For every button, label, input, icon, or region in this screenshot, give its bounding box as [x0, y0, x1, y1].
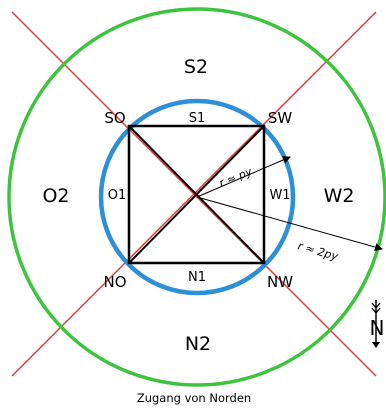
north-arrow-icon: N — [370, 300, 385, 348]
diagonal-line-ne-sw — [11, 11, 377, 377]
zone-label-w1: W1 — [269, 188, 290, 203]
outer-radius-arrow — [196, 196, 383, 251]
corner-label-nw: NW — [267, 273, 293, 291]
zone-label-s2: S2 — [184, 56, 208, 78]
zone-label-o1: O1 — [108, 188, 127, 203]
diagram-caption: Zugang von Norden — [137, 391, 251, 405]
corner-label-no: NO — [103, 273, 126, 291]
outer-radius-label: r ≈ 2py — [296, 239, 340, 263]
inner-square — [127, 124, 266, 265]
zone-label-s1: S1 — [189, 111, 206, 126]
zone-label-n2: N2 — [185, 333, 211, 355]
zone-label-o2: O2 — [42, 185, 69, 207]
corner-label-so: SO — [104, 109, 125, 127]
corner-label-sw: SW — [268, 109, 293, 127]
north-arrow-letter: N — [370, 316, 385, 340]
inner-radius-arrow — [196, 156, 291, 198]
zone-label-w2: W2 — [324, 185, 355, 207]
inner-circle — [98, 98, 296, 296]
square-diagonal-2 — [128, 125, 265, 264]
zone-label-n1: N1 — [188, 270, 206, 285]
outer-circle — [7, 7, 386, 387]
